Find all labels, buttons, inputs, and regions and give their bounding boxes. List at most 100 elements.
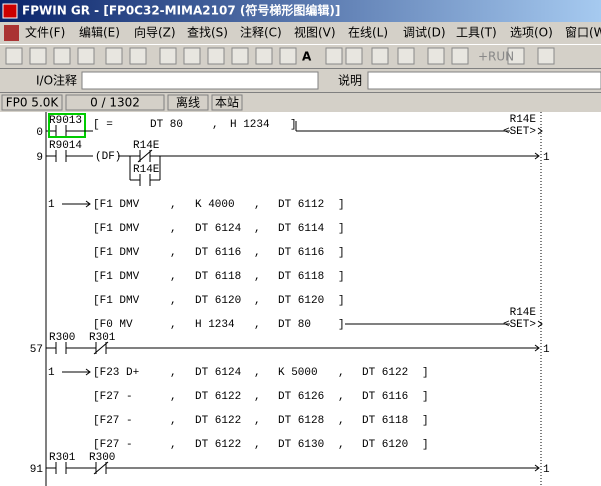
menu-item[interactable]: 视图(V)	[294, 25, 336, 40]
compare-field: [ =	[93, 119, 113, 131]
instruction-field: DT 6114	[278, 223, 325, 235]
instruction-field: [F1 DMV	[93, 247, 140, 259]
instruction-field: DT 6122	[362, 367, 408, 379]
toolbar-button[interactable]	[255, 47, 273, 65]
instruction-field: DT 6116	[278, 247, 324, 259]
status-cell	[167, 94, 209, 111]
toolbar-button-label[interactable]: +RUN	[478, 50, 514, 64]
instruction-field: [F27 -	[93, 439, 133, 451]
toolbar-button[interactable]	[159, 47, 177, 65]
compare-field: ]	[290, 119, 297, 131]
title-bar	[0, 0, 601, 22]
instruction-field: K 5000	[278, 367, 318, 379]
doc-icon	[4, 25, 19, 41]
instruction-field: ,	[338, 415, 345, 427]
step-number: 9	[36, 152, 43, 164]
menu-item[interactable]: 选项(O)	[510, 26, 553, 40]
toolbar-button[interactable]	[231, 47, 249, 65]
instruction-field: DT 6116	[195, 247, 241, 259]
toolbar-button[interactable]	[279, 47, 297, 65]
instruction-field: DT 6124	[195, 223, 242, 235]
toolbar-button[interactable]	[451, 47, 469, 65]
instruction-field: [F1 DMV	[93, 223, 140, 235]
instruction-field: DT 6118	[278, 271, 324, 283]
toolbar-button[interactable]	[371, 47, 389, 65]
instruction-field: ,	[170, 415, 177, 427]
status-text: 本站	[215, 96, 239, 110]
window-title: FPWIN GR - [FP0C32-MIMA2107 (符号梯形图编辑)]	[22, 3, 340, 18]
instruction-field: ,	[254, 367, 261, 379]
menu-item[interactable]: 查找(S)	[187, 26, 228, 40]
instruction-field: ]	[422, 391, 429, 403]
toolbar-button-label[interactable]: A	[302, 50, 312, 64]
toolbar-button[interactable]	[397, 47, 415, 65]
status-text: 0 / 1302	[90, 96, 140, 110]
toolbar-button[interactable]	[507, 47, 525, 65]
toolbar-button[interactable]	[5, 47, 23, 65]
instruction-field: ,	[254, 295, 261, 307]
instruction-field: DT 6118	[362, 415, 408, 427]
toolbar-button[interactable]	[207, 47, 225, 65]
instruction-field: ,	[170, 295, 177, 307]
app-icon	[2, 3, 18, 19]
label: 说明	[338, 73, 362, 88]
toolbar-button[interactable]	[29, 47, 47, 65]
instruction-field: DT 6122	[195, 391, 241, 403]
arrow	[534, 464, 540, 472]
toolbar-button[interactable]	[105, 47, 123, 65]
instruction-field: [F27 -	[93, 415, 133, 427]
instruction-field: DT 6120	[195, 295, 241, 307]
continuation-label: 1	[48, 199, 55, 211]
status-cell	[211, 94, 243, 111]
contact-label: R300	[49, 332, 75, 344]
menu-item[interactable]: 工具(T)	[456, 26, 497, 40]
menu-item[interactable]: 在线(L)	[348, 26, 388, 40]
ladder-area	[0, 112, 601, 486]
toolbar-button[interactable]	[537, 47, 555, 65]
coil: <SET>	[503, 126, 536, 138]
wire	[137, 149, 153, 163]
menu-item[interactable]: 向导(Z)	[134, 25, 176, 40]
instruction-field: ,	[254, 439, 261, 451]
instruction-field: ,	[254, 223, 261, 235]
instruction-field: DT 6116	[362, 391, 408, 403]
toolbar-button[interactable]	[77, 47, 95, 65]
menu-item[interactable]: 编辑(E)	[79, 25, 120, 40]
instruction-field: DT 6120	[362, 439, 408, 451]
instruction-field: ,	[254, 415, 261, 427]
instruction-field: DT 80	[278, 319, 311, 331]
instruction-field: ]	[338, 199, 345, 211]
continuation-label: 1	[48, 367, 55, 379]
menu-item[interactable]: 窗口(W)	[565, 26, 601, 40]
toolbar-button[interactable]	[183, 47, 201, 65]
instruction-field: DT 6128	[278, 415, 324, 427]
toolbar-button[interactable]	[427, 47, 445, 65]
step-number: 57	[30, 344, 43, 356]
coil: <SET>	[503, 319, 536, 331]
menu-item[interactable]: 调试(D)	[403, 25, 446, 40]
instruction-field: ]	[338, 319, 345, 331]
instruction-field: ]	[338, 271, 345, 283]
toolbar-button[interactable]	[53, 47, 71, 65]
coil-device: R14E	[510, 114, 537, 126]
toolbar-button[interactable]	[345, 47, 363, 65]
toolbar-button[interactable]	[325, 47, 343, 65]
arrow	[85, 368, 91, 376]
io-comment-input[interactable]	[81, 71, 319, 90]
menu-item[interactable]: 文件(F)	[25, 25, 65, 40]
jump-label: 1	[543, 464, 550, 476]
instruction-field: DT 6120	[278, 295, 324, 307]
instruction-field: ,	[338, 391, 345, 403]
menu-item[interactable]: 注释(C)	[240, 25, 282, 40]
desc-input[interactable]	[367, 71, 601, 90]
df-instruction: (DF)	[95, 151, 121, 163]
instruction-field: ,	[170, 439, 177, 451]
instruction-field: ]	[338, 295, 345, 307]
instruction-field: ,	[170, 391, 177, 403]
toolbar-button[interactable]	[129, 47, 147, 65]
instruction-field: ]	[422, 439, 429, 451]
selection-cursor	[48, 113, 86, 138]
instruction-field: [F1 DMV	[93, 199, 140, 211]
